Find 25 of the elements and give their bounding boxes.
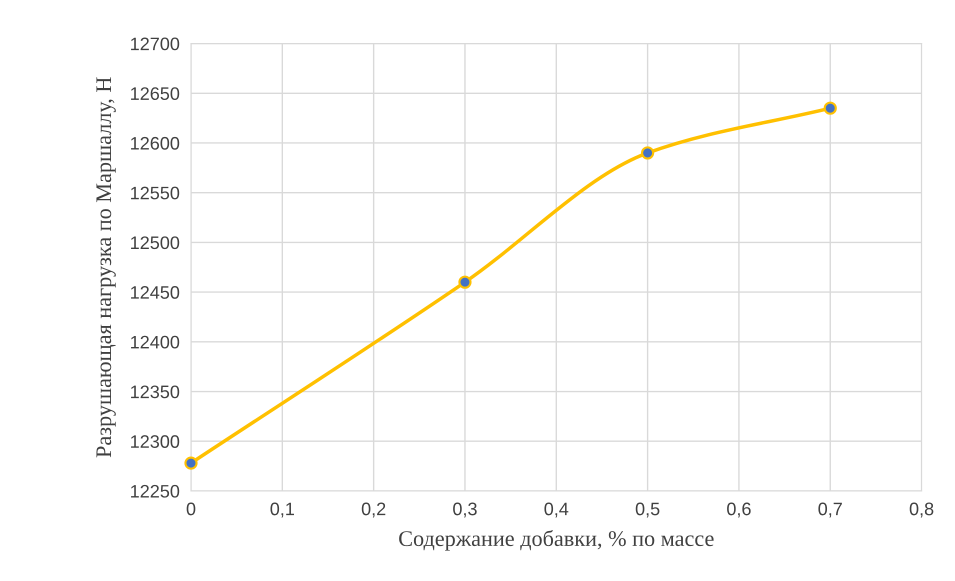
y-tick-label: 12300 [131,435,180,448]
x-axis-title: Содержание добавки, % по массе [399,530,714,551]
x-tick-label: 0,3 [453,502,477,518]
x-tick-label: 0,4 [544,502,568,518]
y-tick-label: 12700 [131,38,180,50]
y-tick-label: 12400 [131,336,180,349]
y-tick-label: 12600 [131,136,180,150]
x-tick-label: 0,8 [910,502,934,518]
y-tick-label: 12500 [131,236,180,250]
y-tick-label: 12350 [131,385,180,398]
y-axis-title: Разрушающая нагрузка по Маршаллу, Н [96,77,116,458]
x-tick-label: 0,6 [727,502,751,518]
y-tick-label: 12250 [131,484,180,498]
y-tick-label: 12450 [131,286,180,299]
x-tick-label: 0,7 [818,502,842,518]
x-tick-label: 0 [186,502,196,516]
point [184,456,198,470]
point [824,102,837,115]
point [458,276,472,289]
y-tick-label: 12650 [131,87,180,100]
y-tick-label: 12550 [131,186,180,200]
x-tick-label: 0,1 [270,502,294,518]
x-tick-label: 0,2 [362,502,386,518]
x-tick-label: 0,5 [636,502,660,518]
point [641,146,654,160]
